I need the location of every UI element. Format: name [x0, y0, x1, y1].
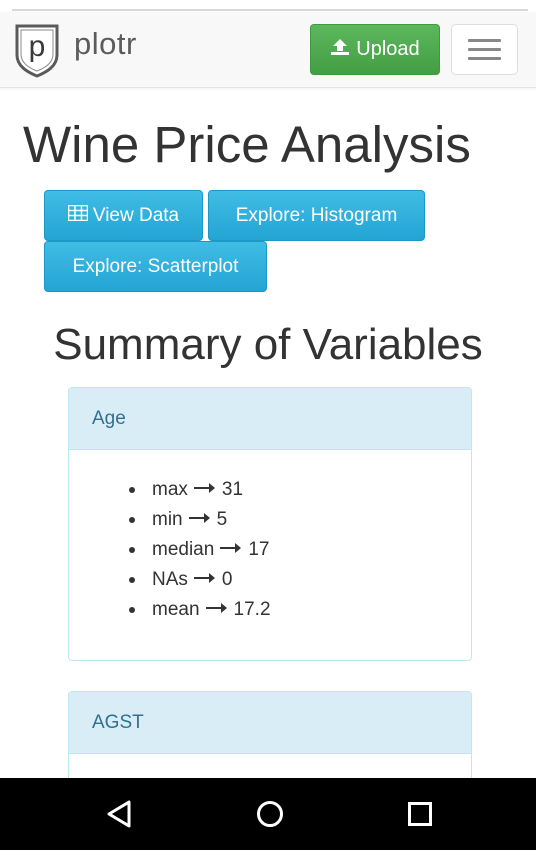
top-divider — [12, 0, 528, 11]
brand-name: plotr — [74, 26, 137, 61]
variable-panel-age: Age max 31 min 5 median 17 — [68, 387, 472, 661]
stat-value: 5 — [216, 509, 228, 530]
home-circle-icon[interactable] — [254, 798, 286, 830]
arrow-right-icon — [193, 568, 216, 590]
brand-link[interactable]: p plotr — [14, 22, 137, 78]
section-title: Summary of Variables — [53, 320, 483, 369]
stat-value: 31 — [221, 479, 244, 500]
recents-square-icon[interactable] — [404, 798, 436, 830]
bullet — [129, 607, 135, 613]
hamburger-icon-bar — [468, 39, 501, 42]
stat-label: NAs — [152, 569, 188, 590]
stat-item: max 31 — [127, 475, 271, 505]
bullet — [129, 547, 135, 553]
bullet — [129, 517, 135, 523]
stat-value: 0 — [221, 569, 233, 590]
explore-histogram-button[interactable]: Explore: Histogram — [208, 190, 425, 241]
stat-label: max — [152, 479, 188, 500]
stat-item: NAs 0 — [127, 565, 271, 595]
upload-button[interactable]: Upload — [310, 24, 440, 75]
system-navigation-bar — [0, 778, 536, 850]
stat-item: mean 17.2 — [127, 595, 271, 625]
brand-letter: p — [29, 30, 46, 63]
panel-heading: AGST — [69, 692, 471, 754]
explore-scatterplot-button[interactable]: Explore: Scatterplot — [44, 241, 267, 292]
stat-value: 17.2 — [233, 599, 271, 620]
bullet — [129, 487, 135, 493]
arrow-right-icon — [193, 478, 216, 500]
stat-item: median 17 — [127, 535, 271, 565]
upload-icon — [330, 38, 350, 62]
stat-label: median — [152, 539, 215, 560]
table-icon — [67, 204, 89, 227]
stat-label: min — [152, 509, 183, 530]
navbar: p plotr Upload — [0, 12, 536, 88]
view-data-button[interactable]: View Data — [44, 190, 203, 241]
menu-toggle-button[interactable] — [451, 24, 518, 75]
hamburger-icon-bar — [468, 48, 501, 51]
view-data-label: View Data — [92, 204, 180, 226]
upload-label: Upload — [356, 38, 420, 60]
shield-logo-icon: p — [14, 22, 60, 78]
variable-panel-agst: AGST — [68, 691, 472, 811]
stat-label: mean — [152, 599, 200, 620]
stat-value: 17 — [248, 539, 270, 560]
hamburger-icon-bar — [468, 57, 501, 60]
arrow-right-icon — [205, 598, 228, 620]
panel-heading: Age — [69, 388, 471, 450]
page-title: Wine Price Analysis — [23, 116, 471, 173]
stats-list: max 31 min 5 median 17 NAs 0 — [127, 475, 271, 625]
stat-item: min 5 — [127, 505, 271, 535]
bullet — [129, 577, 135, 583]
back-triangle-icon[interactable] — [104, 798, 136, 830]
arrow-right-icon — [220, 538, 242, 560]
arrow-right-icon — [188, 508, 211, 530]
